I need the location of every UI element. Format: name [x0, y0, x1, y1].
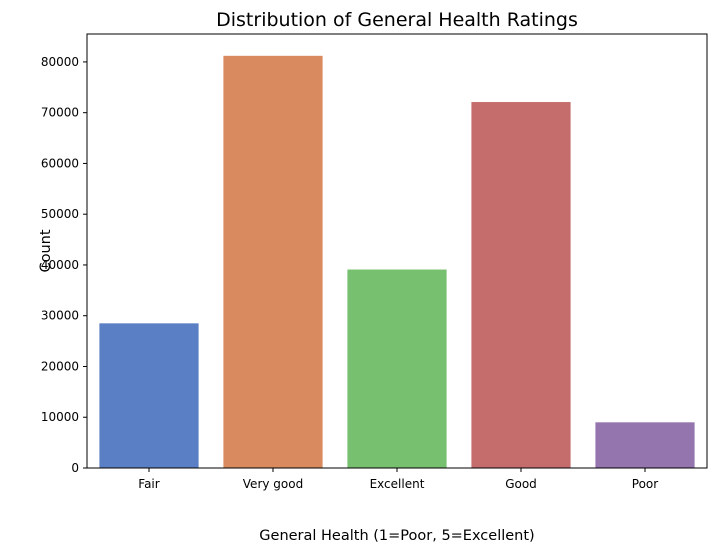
bar-very-good — [223, 55, 323, 468]
bar-fair — [99, 323, 199, 468]
x-tick-label: Poor — [632, 477, 658, 491]
y-tick-label: 40000 — [41, 258, 79, 272]
bar-good — [471, 102, 571, 469]
bar-excellent — [347, 269, 447, 468]
y-axis-label: Count — [38, 229, 54, 272]
x-axis: Fair Very good Excellent Good Poor — [138, 468, 658, 491]
y-tick-label: 70000 — [41, 106, 79, 120]
bar-poor — [595, 422, 695, 468]
x-tick-label: Excellent — [370, 477, 425, 491]
x-tick-label: Good — [505, 477, 537, 491]
y-tick-label: 30000 — [41, 309, 79, 323]
plot-frame — [86, 33, 708, 469]
y-tick-label: 10000 — [41, 410, 79, 424]
chart-title: Distribution of General Health Ratings — [216, 9, 578, 31]
y-tick-label: 0 — [71, 461, 79, 475]
y-tick-label: 60000 — [41, 156, 79, 170]
x-tick-label: Fair — [138, 477, 159, 491]
y-tick-label: 50000 — [41, 207, 79, 221]
y-tick-label: 20000 — [41, 359, 79, 373]
bars-group — [99, 55, 695, 469]
y-tick-label: 80000 — [41, 55, 79, 69]
y-axis: 0 10000 20000 30000 40000 50000 60000 70000 8000… — [41, 55, 87, 475]
x-tick-label: Very good — [243, 477, 303, 491]
x-axis-label: General Health (1=Poor, 5=Excellent) — [259, 528, 534, 544]
